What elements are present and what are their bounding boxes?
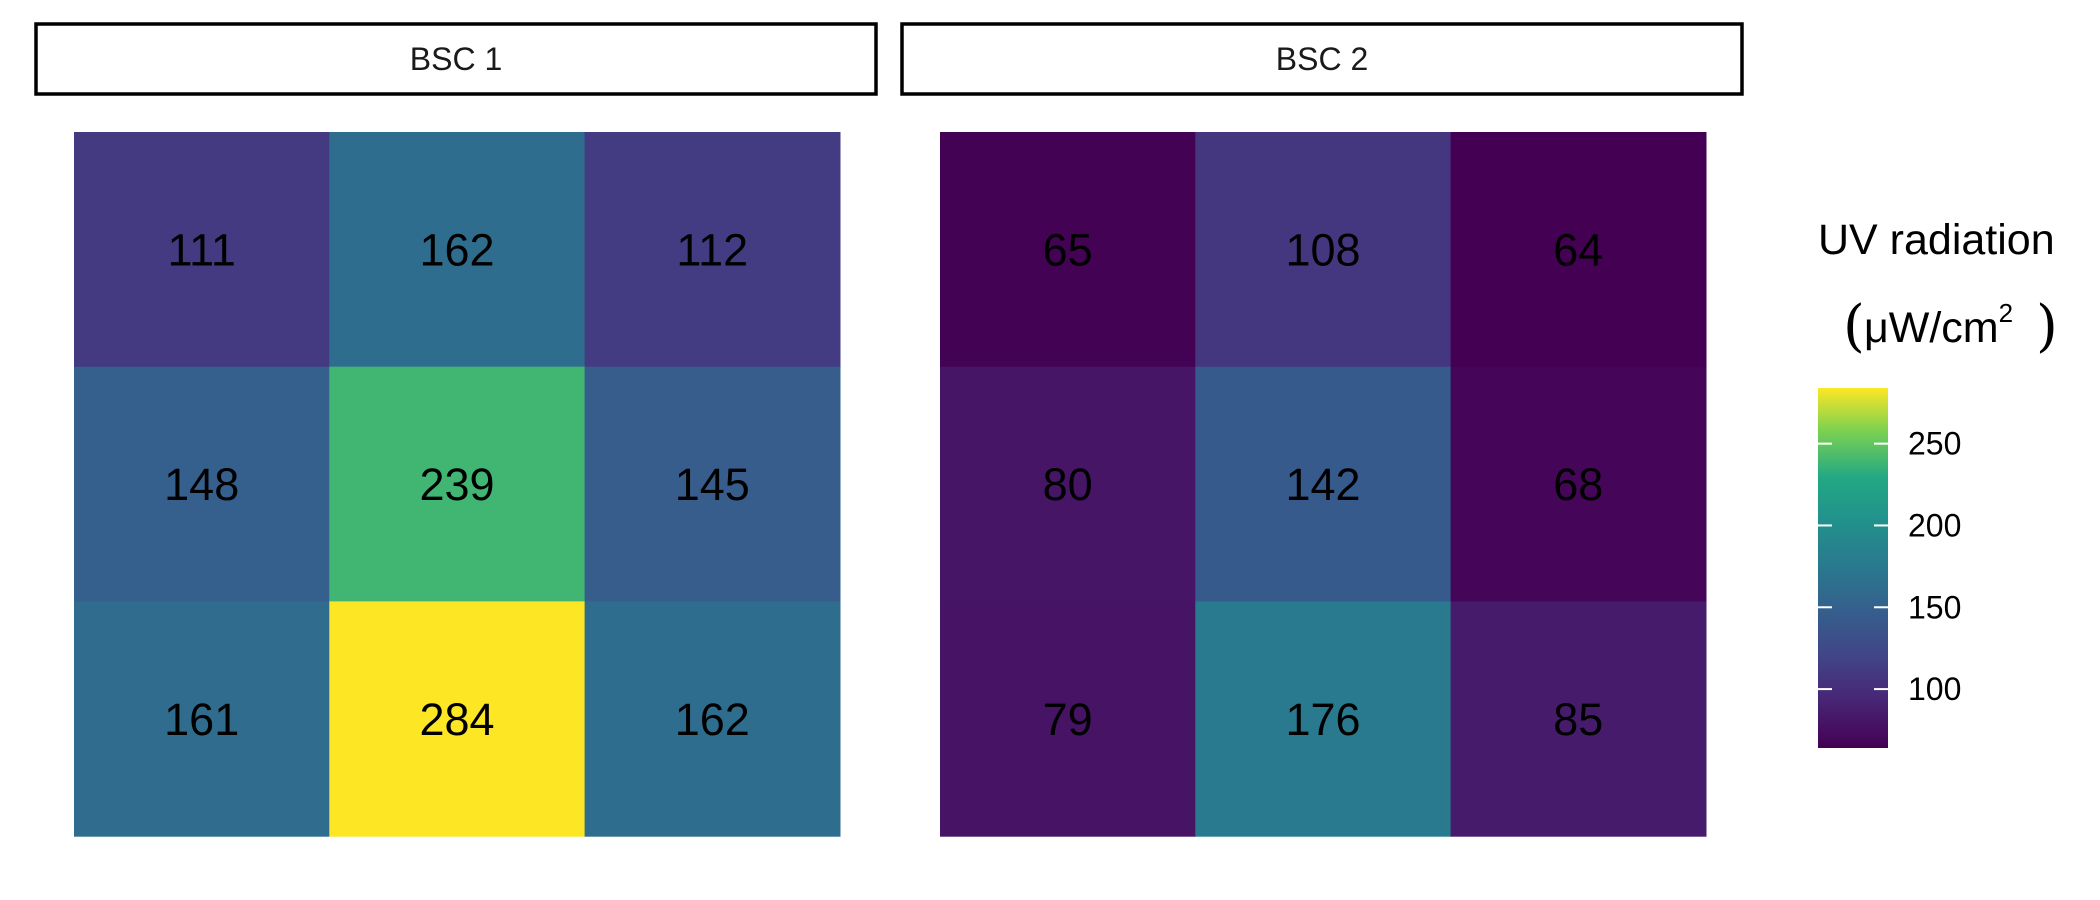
cell-value-label: 80 — [1043, 459, 1093, 510]
cell-value-label: 145 — [675, 459, 750, 510]
heatmap-cell — [1450, 132, 1707, 368]
panel-strip — [900, 22, 1744, 96]
heatmap-cell — [584, 132, 841, 368]
cell-value-label: 111 — [167, 224, 235, 275]
heatmap-cell — [584, 366, 841, 602]
cell-value-label: 162 — [675, 694, 750, 745]
heatmap-cell — [329, 132, 586, 368]
heatmap-cell — [74, 132, 330, 368]
legend-tick-label: 100 — [1908, 671, 1961, 707]
heatmap-cell — [1450, 601, 1707, 837]
cell-value-label: 162 — [419, 224, 494, 275]
cell-value-label: 142 — [1285, 459, 1360, 510]
legend: UV radiation ( μW/cm2 ) 100 150 200 250 — [1818, 216, 2058, 748]
heatmap-cell — [940, 601, 1196, 837]
cell-value-label: 68 — [1553, 459, 1603, 510]
legend-tick-label: 200 — [1908, 507, 1961, 543]
heatmap-cell — [74, 366, 330, 602]
legend-ticks: 100 150 200 250 — [1818, 426, 1961, 707]
legend-unit-base: μW/cm — [1864, 304, 1999, 352]
heatmap-cell — [1195, 601, 1452, 837]
legend-unit-paren-close: ) — [2036, 294, 2058, 359]
legend-unit: μW/cm2 — [1864, 298, 2013, 352]
legend-title: UV radiation — [1818, 216, 2055, 264]
heatmap-cell — [940, 132, 1196, 368]
panel-title: BSC 2 — [1276, 41, 1368, 77]
legend-unit-exponent: 2 — [1999, 298, 2013, 328]
cell-value-label: 239 — [419, 459, 494, 510]
panel-1: BSC 1 111 162 112 148 239 145 161 284 162 — [34, 22, 878, 837]
cell-value-label: 112 — [676, 224, 748, 275]
heatmap-cell — [329, 601, 586, 837]
heatmap-cell — [74, 601, 330, 837]
cell-value-label: 108 — [1285, 224, 1360, 275]
heatmap-cell — [329, 366, 586, 602]
cell-value-label: 85 — [1553, 694, 1603, 745]
panel-title: BSC 1 — [410, 41, 502, 77]
cell-value-label: 65 — [1043, 224, 1093, 275]
cell-value-label: 148 — [164, 459, 239, 510]
heatmap-cell — [940, 366, 1196, 602]
legend-unit-paren-open: ( — [1843, 294, 1865, 359]
legend-colorbar — [1818, 388, 1888, 748]
heatmap-cell — [1195, 132, 1452, 368]
legend-tick-label: 250 — [1908, 426, 1961, 462]
cell-value-label: 64 — [1553, 224, 1603, 275]
panel-strip — [34, 22, 878, 96]
heatmap-panels: BSC 1 111 162 112 148 239 145 161 284 162 BSC 2 65 1… — [34, 22, 1744, 837]
heatmap-cell — [584, 601, 841, 837]
heatmap-cell — [1450, 366, 1707, 602]
panel-2: BSC 2 65 108 64 80 142 68 79 176 85 — [900, 22, 1744, 837]
cell-value-label: 79 — [1043, 694, 1093, 745]
cell-value-label: 161 — [164, 694, 239, 745]
legend-tick-label: 150 — [1908, 589, 1961, 625]
cell-value-label: 284 — [419, 694, 494, 745]
heatmap-cell — [1195, 366, 1452, 602]
cell-value-label: 176 — [1285, 694, 1360, 745]
